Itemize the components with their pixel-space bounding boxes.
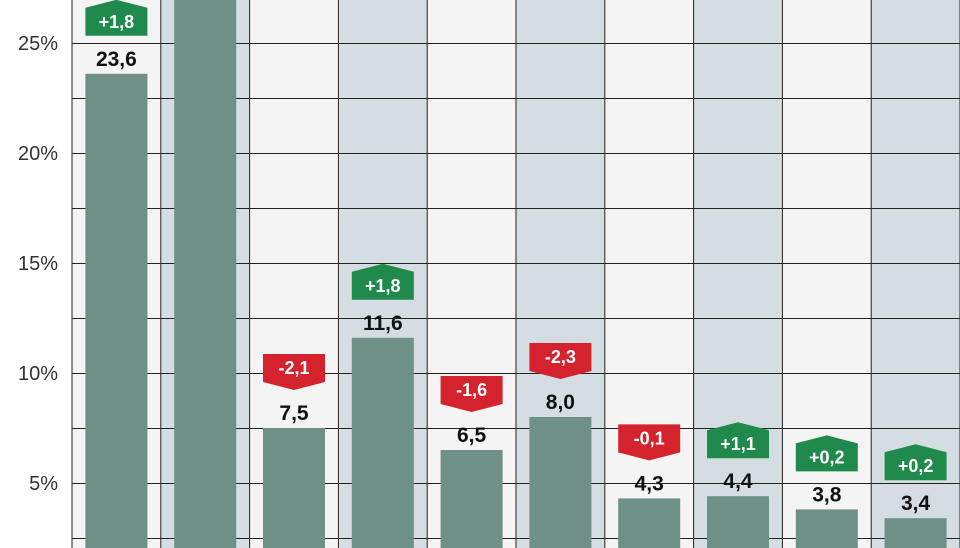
y-tick-label: 5% xyxy=(29,473,58,495)
bar-value-label: 3,4 xyxy=(901,492,931,515)
bar-value-label: 23,6 xyxy=(96,48,137,71)
y-tick-label: 25% xyxy=(18,33,58,55)
bar xyxy=(440,450,503,548)
bar xyxy=(795,509,858,548)
y-tick-label: 10% xyxy=(18,363,58,385)
y-tick-label: 20% xyxy=(18,143,58,165)
change-badge-label: +1,8 xyxy=(365,276,401,296)
change-badge-down xyxy=(263,354,325,390)
bar xyxy=(263,428,325,548)
bar xyxy=(884,518,947,548)
change-badge-down xyxy=(529,343,592,379)
change-badge-up xyxy=(884,444,947,481)
bar-value-label: 7,5 xyxy=(279,402,309,425)
change-badge-down xyxy=(440,376,503,412)
bar-value-label: 4,4 xyxy=(723,470,753,493)
y-axis-ticks: 5% 10% 15% 20% 25% xyxy=(18,33,58,495)
bar xyxy=(707,496,769,548)
value-labels: 23,6 7,5 11,6 6,5 8,0 4,3 4,4 3,8 3,4 xyxy=(96,48,931,515)
bar xyxy=(351,337,414,548)
change-badge-up xyxy=(707,422,769,459)
bar xyxy=(529,417,592,548)
change-badge-label: -1,6 xyxy=(456,380,487,400)
change-badge-label: +0,2 xyxy=(809,447,845,467)
change-badge-label: -2,1 xyxy=(278,358,309,378)
bar-value-label: 3,8 xyxy=(812,483,842,506)
bar-value-label: 4,3 xyxy=(635,472,664,495)
change-badge-up xyxy=(351,263,414,300)
bar xyxy=(85,73,148,548)
bar xyxy=(174,0,237,548)
change-badges: +1,8 -2,1 +1,8 -1,6 -2,3 -0,1 +1,1 +0,2 +0,2 xyxy=(85,0,947,481)
bar-value-label: 8,0 xyxy=(546,391,575,414)
change-badge-label: +1,8 xyxy=(99,12,135,32)
bar-value-label: 11,6 xyxy=(363,312,403,335)
bar xyxy=(618,498,681,548)
bars xyxy=(85,0,947,548)
column-band xyxy=(693,0,783,548)
change-badge-label: -0,1 xyxy=(634,428,665,448)
column-band xyxy=(604,0,694,548)
change-badge-up xyxy=(795,435,858,472)
bar-value-label: 6,5 xyxy=(457,424,487,447)
change-badge-down xyxy=(618,424,681,461)
y-tick-label: 15% xyxy=(18,253,58,275)
change-badge-label: +0,2 xyxy=(898,456,934,476)
change-badge-up xyxy=(85,0,148,36)
change-badge-label: -2,3 xyxy=(545,347,576,367)
change-badge-label: +1,1 xyxy=(720,434,756,454)
